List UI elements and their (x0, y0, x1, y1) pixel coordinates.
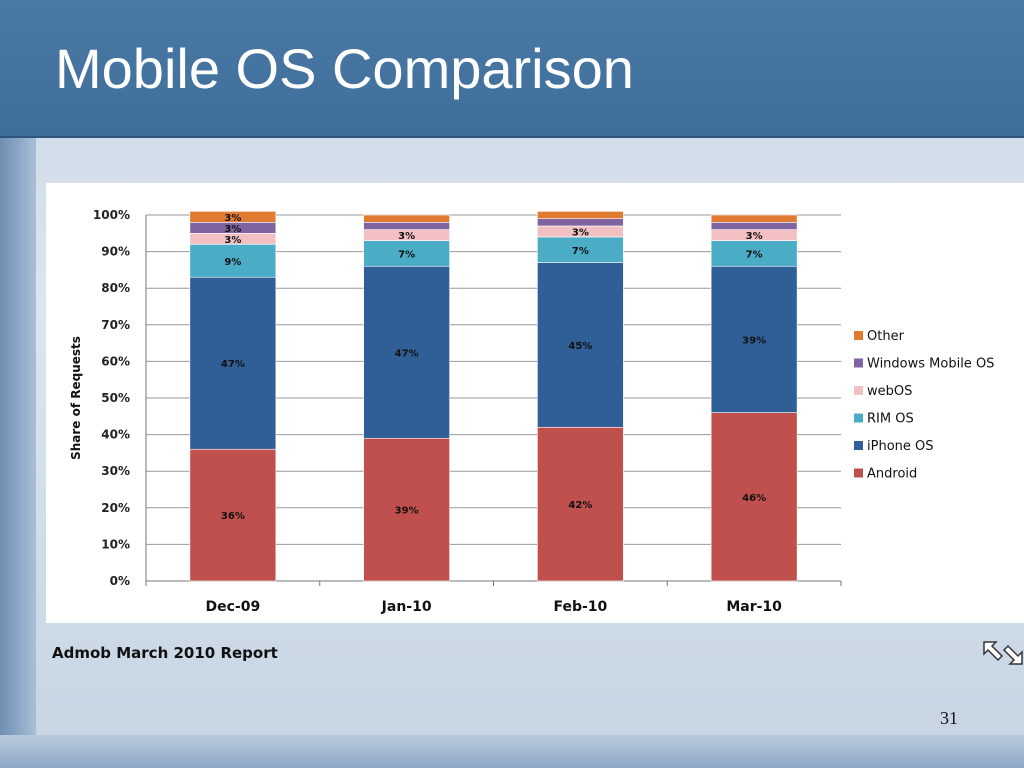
bar-segment (537, 262, 624, 428)
bar-segment (363, 214, 450, 223)
bar-segment (537, 236, 624, 263)
decorative-left-strip (0, 138, 36, 768)
slide-title: Mobile OS Comparison (55, 37, 634, 100)
legend-label: RIM OS (867, 412, 914, 427)
bar-segment (189, 211, 277, 223)
y-tick-label: 50% (101, 391, 130, 405)
data-label: 47% (395, 348, 419, 359)
bar-segment (710, 222, 798, 230)
legend-label: iPhone OS (867, 439, 934, 454)
x-category-label: Dec-09 (206, 599, 261, 615)
bar-segment (710, 214, 798, 223)
resize-arrows-icon[interactable] (982, 640, 1024, 666)
y-tick-label: 30% (101, 464, 130, 478)
y-tick-label: 70% (101, 318, 130, 332)
data-label: 42% (568, 500, 592, 511)
y-tick-label: 20% (101, 501, 130, 515)
data-label: 3% (572, 227, 589, 238)
title-bar: Mobile OS Comparison (0, 0, 1024, 138)
y-tick-label: 90% (101, 245, 130, 259)
legend-swatch (854, 413, 863, 423)
bar-segment (537, 426, 624, 582)
data-label: 45% (568, 341, 592, 352)
legend-swatch (854, 441, 863, 450)
x-category-label: Jan-10 (381, 599, 432, 615)
y-tick-label: 10% (101, 537, 130, 551)
page-number: 31 (940, 708, 958, 728)
stacked-bar-chart: 0% 10% 20% 30% 40% 50% 60% 70% 80% 90% 100% Share o… (69, 208, 994, 615)
data-label: 3% (224, 224, 241, 235)
data-label: 36% (221, 511, 245, 522)
legend-swatch (854, 386, 863, 395)
legend-swatch (854, 468, 863, 478)
bar-segment (537, 211, 624, 219)
y-axis-label: Share of Requests (69, 336, 83, 460)
y-tick-label: 80% (101, 281, 130, 295)
bar-segment (537, 218, 624, 227)
legend-label: webOS (867, 384, 912, 399)
data-label: 3% (398, 231, 415, 242)
data-label: 3% (224, 213, 241, 224)
data-label: 3% (746, 231, 763, 242)
source-caption: Admob March 2010 Report (52, 644, 278, 662)
legend-label: Windows Mobile OS (867, 357, 994, 372)
decorative-bottom-strip (0, 735, 1024, 768)
data-label: 3% (224, 235, 241, 246)
y-tick-label: 100% (93, 208, 130, 222)
legend-swatch (854, 358, 863, 368)
legend-swatch (854, 331, 863, 340)
data-label: 46% (742, 493, 766, 504)
bar-segment (710, 240, 798, 267)
x-category-label: Feb-10 (553, 599, 607, 615)
data-label: 7% (572, 246, 589, 257)
bar-segment (363, 265, 450, 439)
data-label: 7% (746, 249, 763, 260)
data-label: 47% (221, 359, 245, 370)
y-tick-label: 40% (101, 428, 130, 442)
legend-label: Android (867, 467, 917, 482)
data-label: 9% (224, 257, 241, 268)
bar-segment (189, 276, 277, 450)
y-tick-label: 0% (110, 574, 130, 588)
x-category-label: Mar-10 (726, 599, 782, 615)
data-label: 7% (398, 249, 415, 260)
bar-segment (189, 448, 277, 582)
bar-segment (363, 222, 450, 230)
y-tick-label: 60% (101, 354, 130, 368)
data-label: 39% (395, 506, 419, 517)
data-label: 39% (742, 335, 766, 346)
legend-label: Other (867, 329, 905, 344)
bar-segment (189, 243, 277, 278)
bar-segment (363, 240, 450, 267)
